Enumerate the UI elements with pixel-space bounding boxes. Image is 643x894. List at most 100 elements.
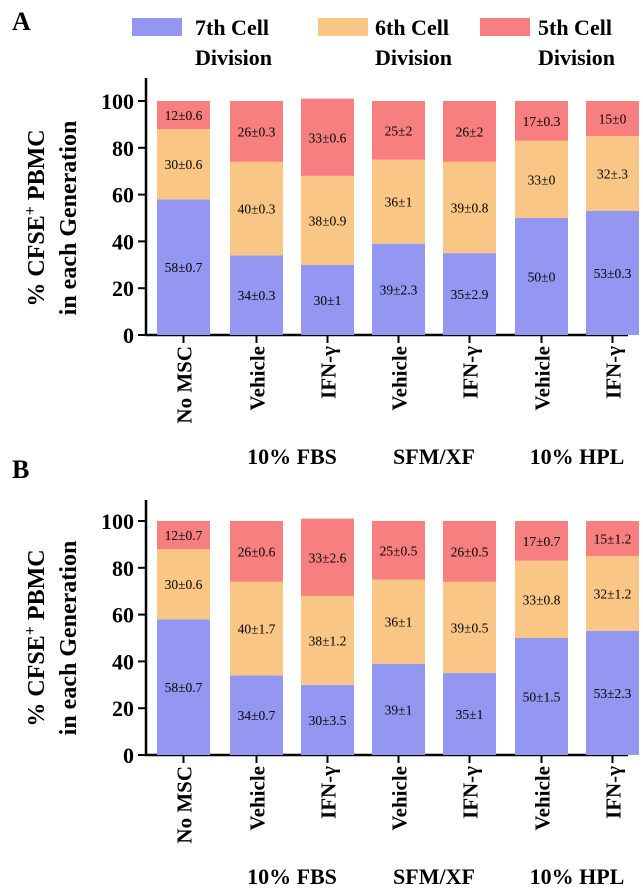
bar-segment-label: 34±0.7 [238, 708, 276, 723]
bar-segment-label: 39±2.3 [380, 282, 418, 297]
bar-segment [586, 556, 639, 631]
panel-b: B % CFSE+ PBMC in each Generation 0 20 40 60 80… [12, 455, 639, 889]
bar-segment [515, 218, 568, 335]
x-category-label: IFN-γ [602, 346, 626, 399]
y-tick-label: 40 [112, 649, 134, 674]
bar-segment [586, 210, 639, 335]
x-category-label: Vehicle [531, 346, 555, 411]
bar-segment-label: 39±1 [385, 702, 413, 717]
x-category-label: IFN-γ [459, 766, 483, 819]
bar-segment-label: 30±3.5 [309, 713, 347, 728]
bar-segment-label: 39±0.5 [451, 620, 489, 635]
bar-segment [301, 175, 354, 265]
bar-segment-label: 26±0.6 [238, 544, 276, 559]
bar-segment [586, 101, 639, 137]
bar-segment [157, 521, 210, 550]
x-category-label: Vehicle [388, 346, 412, 411]
bar-segment [443, 521, 496, 582]
bar-segment-label: 30±0.6 [165, 157, 203, 172]
bar-segment-label: 38±0.9 [309, 213, 347, 228]
y-axis-label-line2: in each Generation [56, 121, 82, 316]
x-category-label: IFN-γ [602, 766, 626, 819]
bar-segment [372, 159, 425, 244]
panel-letter: A [12, 7, 31, 36]
x-category-label: No MSC [173, 346, 197, 424]
bar-segment-label: 12±0.7 [165, 528, 203, 543]
y-tick-label: 0 [123, 323, 134, 348]
bar-segment-label: 50±1.5 [523, 690, 561, 705]
bar-segment-label: 36±1 [385, 195, 413, 210]
legend-swatch-1 [132, 18, 182, 36]
bar-segment [443, 253, 496, 335]
bar-segment-label: 15±0 [599, 112, 627, 127]
bar-segment [443, 161, 496, 254]
bar-segment [157, 199, 210, 335]
y-tick-label: 0 [123, 743, 134, 768]
legend-swatch-3 [480, 18, 530, 36]
bar-segment-label: 40±0.3 [238, 202, 276, 217]
bar-segment-label: 12±0.6 [165, 108, 203, 123]
y-tick-label: 20 [112, 696, 134, 721]
bar-segment-label: 26±0.5 [451, 544, 489, 559]
x-category-label: IFN-γ [317, 766, 341, 819]
legend-label-3: 5th Cell [538, 15, 612, 40]
bar-segment [301, 518, 354, 596]
bar-segment-label: 40±1.7 [238, 622, 276, 637]
bar-segment-label: 58±0.7 [165, 260, 203, 275]
bar-segment-label: 35±2.9 [451, 287, 489, 302]
bar-segment [372, 243, 425, 335]
y-tick-label: 80 [112, 556, 134, 581]
y-tick-label: 60 [112, 603, 134, 628]
bar-segment-label: 17±0.3 [523, 114, 561, 129]
bar-segment-label: 58±0.7 [165, 680, 203, 695]
bar-segment-label: 15±1.2 [594, 532, 632, 547]
x-category-label: Vehicle [388, 766, 412, 831]
bar-segment-label: 53±2.3 [594, 686, 632, 701]
bar-segment [157, 101, 210, 130]
bar-segment [230, 101, 283, 162]
bar-segment-label: 33±0.6 [309, 130, 347, 145]
x-category-label: Vehicle [246, 346, 270, 411]
legend-label-line2-1: Division [195, 45, 272, 70]
bar-segment [372, 101, 425, 160]
legend-label-line2-3: Division [538, 45, 615, 70]
bar-segment-label: 26±2 [456, 124, 484, 139]
bar-segment-label: 26±0.3 [238, 124, 276, 139]
bar-segment-label: 32±1.2 [594, 587, 632, 602]
bar-segment-label: 34±0.3 [238, 288, 276, 303]
bar-segment-label: 30±1 [314, 293, 342, 308]
bar-segment [515, 638, 568, 755]
legend: 7th Cell Division 6th Cell Division 5th Cell… [132, 15, 615, 70]
bar-segment [301, 98, 354, 176]
legend-swatch-2 [318, 18, 368, 36]
y-axis-label: % CFSE+ PBMC [22, 549, 50, 726]
bar-segment [372, 663, 425, 755]
x-category-label: Vehicle [246, 766, 270, 831]
bar-segment [443, 101, 496, 162]
y-axis-label: % CFSE+ PBMC [22, 129, 50, 306]
bar-segment-label: 25±0.5 [380, 543, 418, 558]
bar-segment-label: 38±1.2 [309, 633, 347, 648]
group-label: SFM/XF [393, 864, 475, 889]
bar-segment-label: 53±0.3 [594, 266, 632, 281]
bar-segment-label: 39±0.8 [451, 200, 489, 215]
group-label: 10% FBS [247, 444, 337, 469]
bar-segment [157, 129, 210, 200]
legend-label-1: 7th Cell [195, 15, 269, 40]
bar-segment [372, 521, 425, 580]
group-label: 10% HPL [530, 864, 625, 889]
bar-segment [301, 264, 354, 335]
group-label: 10% FBS [247, 864, 337, 889]
bar-segment [157, 619, 210, 755]
y-axis-label-line2: in each Generation [56, 541, 82, 736]
y-tick-label: 100 [101, 509, 134, 534]
y-tick-label: 100 [101, 89, 134, 114]
bar-segment [157, 549, 210, 620]
y-tick-label: 40 [112, 229, 134, 254]
y-tick-label: 20 [112, 276, 134, 301]
bar-segment [230, 581, 283, 676]
bar-segment [230, 161, 283, 256]
bar-segment [443, 581, 496, 674]
bar-segment [586, 630, 639, 755]
